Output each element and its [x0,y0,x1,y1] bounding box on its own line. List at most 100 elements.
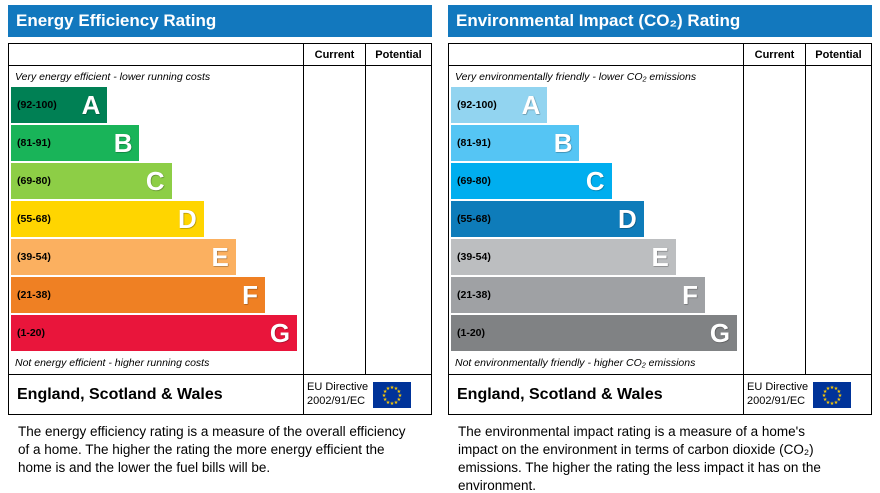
rating-band-a: (92-100) A [11,87,108,123]
table-header-blank [9,44,303,66]
rating-band-b: (81-91) B [451,125,580,161]
svg-text:★: ★ [826,399,831,405]
energy-efficiency-description: The energy efficiency rating is a measur… [18,424,406,475]
svg-text:★: ★ [398,393,403,399]
region-label: England, Scotland & Wales [457,385,663,403]
band-letter: A [521,90,541,120]
band-letter: C [585,166,605,196]
bottom-note: Not energy efficient - higher running co… [15,357,210,369]
band-range-label: (81-91) [17,137,51,149]
rating-band-row: (21-38) F [11,277,303,313]
current-column-header: Current [743,44,805,66]
svg-text:★: ★ [390,401,395,407]
potential-column-body [805,66,871,374]
rating-band-row: (81-91) B [451,125,743,161]
band-letter: E [651,242,669,272]
band-letter: B [553,128,573,158]
table-footer: England, Scotland & Wales EU Directive 2… [449,374,871,414]
svg-text:★: ★ [386,399,391,405]
rating-bands: (92-100) A (81-91) B (69-80) C (55-68) D (39-54)… [9,87,303,351]
band-range-label: (39-54) [457,251,491,263]
band-range-label: (69-80) [457,175,491,187]
svg-text:★: ★ [390,385,395,391]
band-range-label: (81-91) [457,137,491,149]
band-letter: B [113,128,133,158]
energy-efficiency-panel: Energy Efficiency Rating Current Potenti… [8,5,432,493]
rating-band-g: (1-20) G [11,315,298,351]
rating-band-row: (69-80) C [451,163,743,199]
current-column-body [743,66,805,374]
rating-band-row: (55-68) D [11,201,303,237]
rating-band-row: (21-38) F [451,277,743,313]
band-range-label: (21-38) [17,289,51,301]
rating-band-row: (1-20) G [11,315,303,351]
rating-band-c: (69-80) C [451,163,612,199]
rating-band-row: (69-80) C [11,163,303,199]
band-letter: D [617,204,637,234]
band-letter: G [269,318,291,348]
eu-flag-icon: ★ ★ ★★ ★★ ★★ ★★ ★★ [373,381,412,408]
svg-text:★: ★ [383,397,388,403]
svg-text:★: ★ [382,393,387,399]
svg-text:★: ★ [822,393,827,399]
svg-text:★: ★ [394,399,399,405]
top-note: Very energy efficient - lower running co… [15,71,211,83]
band-letter: E [211,242,229,272]
rating-band-row: (1-20) G [451,315,743,351]
svg-text:★: ★ [397,389,402,395]
rating-band-f: (21-38) F [11,277,266,313]
svg-text:★: ★ [823,389,828,395]
rating-band-row: (39-54) E [451,239,743,275]
rating-band-f: (21-38) F [451,277,706,313]
eu-directive-cell: EU Directive 2002/91/EC ★ ★ ★ ★ ★ ★ ★ ★ ★ ★ ★… [743,375,871,414]
band-range-label: (21-38) [457,289,491,301]
svg-text:★: ★ [386,386,391,392]
svg-text:★: ★ [838,393,843,399]
environmental-impact-panel: Environmental Impact (CO₂) Rating Curren… [448,5,872,493]
svg-text:★: ★ [823,397,828,403]
rating-bands: (92-100) A (81-91) B (69-80) C (55-68) D (39-54)… [449,87,743,351]
region-label: England, Scotland & Wales [17,385,223,403]
eu-directive-label: EU Directive 2002/91/EC [747,381,809,407]
svg-text:★: ★ [830,401,835,407]
svg-text:★: ★ [837,389,842,395]
rating-band-e: (39-54) E [11,239,236,275]
table-header-blank [449,44,743,66]
bottom-note: Not environmentally friendly - higher CO… [455,357,696,369]
table-footer: England, Scotland & Wales EU Directive 2… [9,374,431,414]
svg-text:★: ★ [830,385,835,391]
eu-flag-icon: ★ ★ ★★ ★★ ★★ ★★ ★★ [813,381,852,408]
top-note: Very environmentally friendly - lower CO… [455,71,697,83]
potential-column-header: Potential [805,44,871,66]
band-letter: F [682,280,699,310]
svg-text:★: ★ [837,397,842,403]
band-range-label: (39-54) [17,251,51,263]
band-range-label: (92-100) [17,99,57,111]
band-range-label: (1-20) [457,327,486,339]
rating-band-g: (1-20) G [451,315,738,351]
svg-text:★: ★ [397,397,402,403]
band-range-label: (55-68) [457,213,491,225]
rating-plot: Very energy efficient - lower running co… [9,66,303,374]
rating-band-row: (39-54) E [11,239,303,275]
svg-text:★: ★ [834,399,839,405]
potential-column-header: Potential [365,44,431,66]
current-column-header: Current [303,44,365,66]
band-range-label: (1-20) [17,327,46,339]
band-letter: C [145,166,165,196]
rating-band-d: (55-68) D [11,201,204,237]
current-column-body [303,66,365,374]
rating-band-row: (55-68) D [451,201,743,237]
rating-band-e: (39-54) E [451,239,676,275]
rating-band-b: (81-91) B [11,125,140,161]
band-range-label: (69-80) [17,175,51,187]
eu-directive-cell: EU Directive 2002/91/EC ★ ★ ★ ★ ★ ★ ★ ★ ★ ★ ★… [303,375,431,414]
rating-band-c: (69-80) C [11,163,172,199]
environmental-impact-title: Environmental Impact (CO₂) Rating [448,5,872,37]
rating-band-row: (92-100) A [11,87,303,123]
band-range-label: (55-68) [17,213,51,225]
environmental-impact-description: The environmental impact rating is a mea… [458,424,821,493]
svg-text:★: ★ [826,386,831,392]
band-letter: D [177,204,197,234]
rating-band-row: (81-91) B [11,125,303,161]
